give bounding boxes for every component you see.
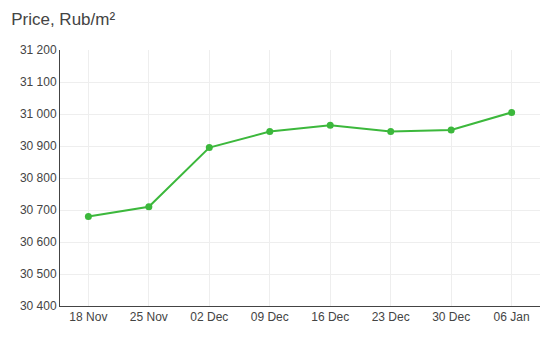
- svg-text:06 Jan: 06 Jan: [494, 310, 530, 324]
- svg-text:31 000: 31 000: [20, 107, 57, 121]
- svg-text:18 Nov: 18 Nov: [69, 310, 107, 324]
- svg-text:31 100: 31 100: [20, 75, 57, 89]
- svg-text:30 400: 30 400: [20, 299, 57, 313]
- svg-text:31 200: 31 200: [20, 43, 57, 57]
- svg-text:23 Dec: 23 Dec: [372, 310, 410, 324]
- svg-text:30 500: 30 500: [20, 267, 57, 281]
- svg-text:16 Dec: 16 Dec: [311, 310, 349, 324]
- svg-text:30 800: 30 800: [20, 171, 57, 185]
- svg-text:02 Dec: 02 Dec: [190, 310, 228, 324]
- svg-text:Price, Rub/m²: Price, Rub/m²: [11, 10, 115, 29]
- svg-text:30 900: 30 900: [20, 139, 57, 153]
- svg-text:25 Nov: 25 Nov: [130, 310, 168, 324]
- svg-text:30 600: 30 600: [20, 235, 57, 249]
- svg-text:09 Dec: 09 Dec: [251, 310, 289, 324]
- svg-text:30 Dec: 30 Dec: [432, 310, 470, 324]
- svg-text:30 700: 30 700: [20, 203, 57, 217]
